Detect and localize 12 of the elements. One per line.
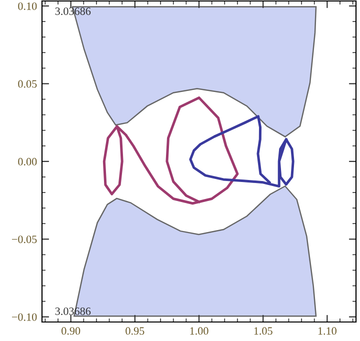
y-tick-label: −0.10 [12,313,37,321]
line-series [189,115,294,188]
x-tick-label: 1.00 [190,327,208,335]
x-tick-label: 1.10 [318,327,336,335]
y-tick-label: 0.05 [18,80,37,88]
y-tick-label: 0.00 [18,158,37,166]
y-tick-label: 0.10 [18,2,37,10]
x-tick-label: 0.95 [126,327,144,335]
x-tick-label: 0.90 [62,327,80,335]
x-tick-label: 1.05 [254,327,272,335]
y-tick-label: −0.05 [12,236,37,244]
line-series [102,96,239,205]
